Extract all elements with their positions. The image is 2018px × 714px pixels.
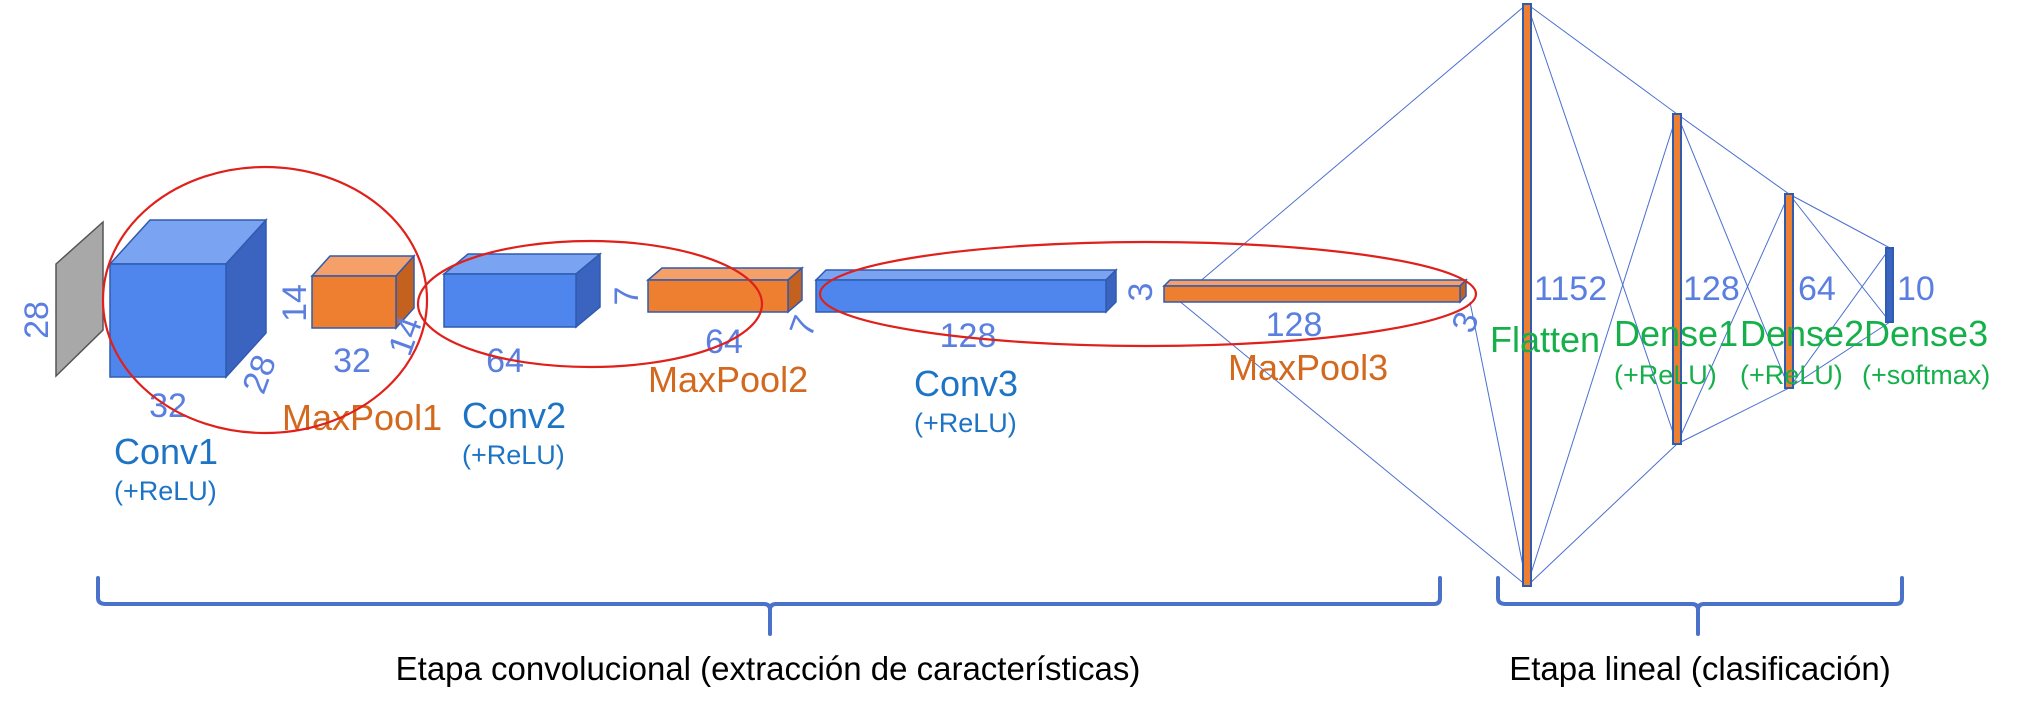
maxpool2-depth-label: 7 bbox=[783, 311, 825, 342]
dense2-layer: 64 Dense2 (+ReLU) bbox=[1740, 193, 1864, 390]
convolutional-stage-brace bbox=[96, 576, 1442, 636]
dense3-units-label: 10 bbox=[1897, 270, 1935, 308]
input-size-label: 28 bbox=[18, 301, 56, 339]
maxpool1-front-face bbox=[311, 275, 397, 329]
dense1-name: Dense1 bbox=[1614, 313, 1738, 354]
connector-dense1-dense2 bbox=[1676, 193, 1790, 445]
dense2-activation: (+ReLU) bbox=[1740, 360, 1843, 390]
maxpool2-block: 7 64 7 MaxPool2 bbox=[608, 266, 825, 400]
connector-dense2-dense3 bbox=[1788, 193, 1891, 249]
maxpool2-height-label: 7 bbox=[608, 287, 646, 306]
maxpool1-name: MaxPool1 bbox=[282, 397, 442, 438]
flatten-layer: 1152 Flatten bbox=[1490, 3, 1607, 587]
highlight-ellipse-block1 bbox=[101, 165, 429, 435]
connector-pool3-flatten-bottom bbox=[1469, 301, 1528, 587]
maxpool2-width-label: 64 bbox=[705, 323, 743, 361]
dense1-layer: 128 Dense1 (+ReLU) bbox=[1614, 113, 1740, 445]
maxpool2-top-face bbox=[645, 267, 805, 281]
connector-dense2-dense3 bbox=[1788, 193, 1891, 323]
linear-stage-label: Etapa lineal (clasificación) bbox=[1509, 650, 1891, 687]
flatten-bar bbox=[1522, 3, 1532, 587]
highlight-ellipse-block2 bbox=[416, 239, 764, 369]
dense3-bar bbox=[1885, 247, 1894, 323]
dense3-name: Dense3 bbox=[1864, 313, 1988, 354]
maxpool3-depth-label: 3 bbox=[1445, 307, 1487, 338]
maxpool3-width-label: 128 bbox=[1266, 306, 1323, 344]
input-image: 28 bbox=[18, 220, 104, 378]
dense3-layer: 10 Dense3 (+softmax) bbox=[1862, 247, 1990, 390]
dense1-bar bbox=[1672, 113, 1682, 445]
connector-flatten-dense1 bbox=[1526, 443, 1678, 587]
connector-pool3-flatten-mid bbox=[1177, 299, 1528, 587]
linear-stage: Etapa lineal (clasificación) bbox=[1496, 576, 1904, 687]
convolutional-stage: Etapa convolucional (extracción de carac… bbox=[96, 576, 1442, 687]
connector-flatten-dense1 bbox=[1526, 3, 1678, 445]
connector-flatten-dense1 bbox=[1526, 3, 1678, 115]
dense2-bar bbox=[1784, 193, 1794, 389]
conv2-activation: (+ReLU) bbox=[462, 440, 565, 470]
highlight-ellipses bbox=[101, 165, 1478, 435]
dense2-units-label: 64 bbox=[1798, 270, 1836, 308]
highlight-ellipse-block3 bbox=[818, 240, 1478, 348]
input-image-plane bbox=[55, 220, 104, 378]
conv2-top-face bbox=[441, 253, 603, 275]
conv3-top-face bbox=[814, 269, 1118, 281]
connection-lines bbox=[1177, 3, 1891, 587]
conv1-name: Conv1 bbox=[114, 431, 218, 472]
connector-dense1-dense2 bbox=[1676, 113, 1790, 195]
connector-pool3-flatten-top bbox=[1177, 3, 1528, 301]
maxpool3-name: MaxPool3 bbox=[1228, 347, 1388, 388]
conv2-name: Conv2 bbox=[462, 395, 566, 436]
maxpool3-top-face bbox=[1162, 279, 1468, 287]
convolutional-stage-label: Etapa convolucional (extracción de carac… bbox=[396, 650, 1141, 687]
connector-dense2-dense3 bbox=[1788, 321, 1891, 389]
connector-dense1-dense2 bbox=[1676, 113, 1790, 389]
maxpool1-width-label: 32 bbox=[333, 342, 371, 380]
connector-dense1-dense2 bbox=[1676, 387, 1790, 445]
conv1-block: 28 32 Conv1 (+ReLU) bbox=[108, 218, 284, 506]
maxpool2-front-face bbox=[647, 279, 789, 313]
connector-dense2-dense3 bbox=[1788, 247, 1891, 389]
linear-stage-brace bbox=[1496, 576, 1904, 636]
dense1-activation: (+ReLU) bbox=[1614, 360, 1717, 390]
maxpool3-height-label: 3 bbox=[1122, 283, 1160, 302]
maxpool3-front-face bbox=[1163, 285, 1461, 303]
connector-flatten-dense1 bbox=[1526, 113, 1678, 587]
flatten-name: Flatten bbox=[1490, 319, 1600, 360]
maxpool3-block: 3 128 3 MaxPool3 bbox=[1122, 278, 1487, 388]
maxpool2-name: MaxPool2 bbox=[648, 359, 808, 400]
maxpool1-height-label: 14 bbox=[276, 284, 314, 322]
flatten-units-label: 1152 bbox=[1534, 270, 1607, 308]
dense2-name: Dense2 bbox=[1740, 313, 1864, 354]
conv3-front-face bbox=[815, 279, 1107, 313]
conv1-activation: (+ReLU) bbox=[114, 476, 217, 506]
conv3-activation: (+ReLU) bbox=[914, 408, 1017, 438]
conv3-name: Conv3 bbox=[914, 363, 1018, 404]
conv3-block: 128 Conv3 (+ReLU) bbox=[814, 268, 1118, 438]
dense3-activation: (+softmax) bbox=[1862, 360, 1990, 390]
dense1-units-label: 128 bbox=[1683, 270, 1740, 308]
conv2-front-face bbox=[443, 273, 577, 328]
conv1-front-face bbox=[109, 263, 227, 378]
